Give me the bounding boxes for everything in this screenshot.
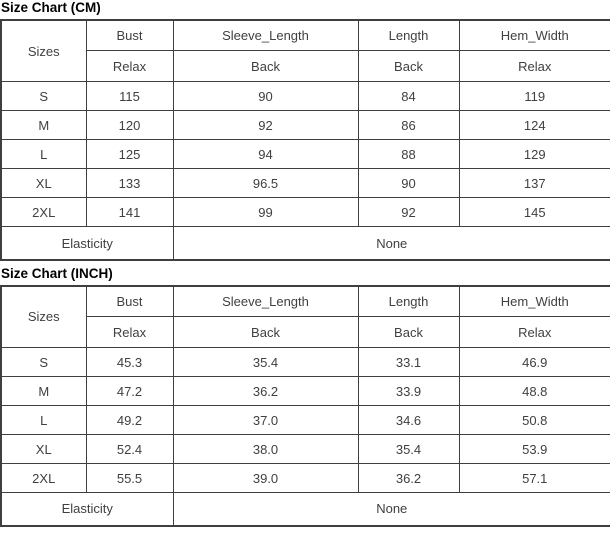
value-cell: 125 <box>85 139 174 170</box>
subheader-hem-relax: Relax <box>458 50 610 83</box>
subheader-length-back: Back <box>357 316 460 349</box>
value-cell: 47.2 <box>85 376 174 407</box>
elasticity-value-cell: None <box>172 226 610 261</box>
value-cell: 39.0 <box>172 463 359 494</box>
value-cell: 84 <box>357 81 460 112</box>
value-cell: 53.9 <box>458 434 610 465</box>
value-cell: 92 <box>172 110 359 141</box>
column-header-hem-width: Hem_Width <box>458 285 610 318</box>
value-cell: 33.1 <box>357 347 460 378</box>
size-chart-cm-section: Size Chart (CM) Sizes Bust Sleeve_Length… <box>0 0 610 261</box>
value-cell: 124 <box>458 110 610 141</box>
value-cell: 99 <box>172 197 359 228</box>
column-header-length: Length <box>357 19 460 52</box>
table-row-m: M 120 92 86 124 <box>0 110 610 141</box>
table-row-s: S 115 90 84 119 <box>0 81 610 112</box>
size-chart-cm-title: Size Chart (CM) <box>1 0 101 15</box>
header-row-main: Sizes Bust Sleeve_Length Length Hem_Widt… <box>0 285 610 349</box>
value-cell: 119 <box>458 81 610 112</box>
column-header-hem-width: Hem_Width <box>458 19 610 52</box>
footer-row: Elasticity None <box>0 226 610 261</box>
size-cell: 2XL <box>0 197 87 228</box>
value-cell: 88 <box>357 139 460 170</box>
size-cell: M <box>0 110 87 141</box>
value-cell: 94 <box>172 139 359 170</box>
value-cell: 133 <box>85 168 174 199</box>
value-cell: 38.0 <box>172 434 359 465</box>
header-row-sub: Relax Back Back Relax <box>1 50 610 83</box>
elasticity-label-cell: Elasticity <box>0 226 174 261</box>
footer-row: Elasticity None <box>0 492 610 527</box>
size-cell: 2XL <box>0 463 87 494</box>
table-row-2xl: 2XL 55.5 39.0 36.2 57.1 <box>0 463 610 494</box>
value-cell: 120 <box>85 110 174 141</box>
table-row-xl: XL 52.4 38.0 35.4 53.9 <box>0 434 610 465</box>
table-row-2xl: 2XL 141 99 92 145 <box>0 197 610 228</box>
subheader-bust-relax: Relax <box>85 50 174 83</box>
value-cell: 129 <box>458 139 610 170</box>
column-header-sleeve-length: Sleeve_Length <box>172 19 359 52</box>
sizes-corner-header: Sizes <box>0 19 87 83</box>
table-row-xl: XL 133 96.5 90 137 <box>0 168 610 199</box>
value-cell: 33.9 <box>357 376 460 407</box>
size-chart-inch-section: Size Chart (INCH) Sizes Bust Sleeve_Leng… <box>0 266 610 527</box>
size-cell: XL <box>0 434 87 465</box>
size-cell: S <box>0 347 87 378</box>
header-row-main: Sizes Bust Sleeve_Length Length Hem_Widt… <box>0 19 610 83</box>
size-chart-inch-title: Size Chart (INCH) <box>1 265 113 281</box>
table-row-s: S 45.3 35.4 33.1 46.9 <box>0 347 610 378</box>
value-cell: 90 <box>357 168 460 199</box>
size-cell: L <box>0 139 87 170</box>
value-cell: 46.9 <box>458 347 610 378</box>
value-cell: 92 <box>357 197 460 228</box>
table-row-l: L 125 94 88 129 <box>0 139 610 170</box>
value-cell: 137 <box>458 168 610 199</box>
subheader-sleeve-back: Back <box>172 50 359 83</box>
subheader-hem-relax: Relax <box>458 316 610 349</box>
size-cell: XL <box>0 168 87 199</box>
header-row-sub: Relax Back Back Relax <box>1 316 610 349</box>
value-cell: 145 <box>458 197 610 228</box>
value-cell: 49.2 <box>85 405 174 436</box>
value-cell: 37.0 <box>172 405 359 436</box>
elasticity-value-cell: None <box>172 492 610 527</box>
value-cell: 96.5 <box>172 168 359 199</box>
subheader-sleeve-back: Back <box>172 316 359 349</box>
size-cell: M <box>0 376 87 407</box>
table-row-m: M 47.2 36.2 33.9 48.8 <box>0 376 610 407</box>
value-cell: 86 <box>357 110 460 141</box>
column-header-length: Length <box>357 285 460 318</box>
value-cell: 36.2 <box>172 376 359 407</box>
column-header-sleeve-length: Sleeve_Length <box>172 285 359 318</box>
column-header-bust: Bust <box>85 19 174 52</box>
value-cell: 50.8 <box>458 405 610 436</box>
size-chart-page: Size Chart (CM) Sizes Bust Sleeve_Length… <box>0 0 610 527</box>
column-header-bust: Bust <box>85 285 174 318</box>
value-cell: 141 <box>85 197 174 228</box>
value-cell: 35.4 <box>172 347 359 378</box>
size-chart-cm-table: Sizes Bust Sleeve_Length Length Hem_Widt… <box>0 18 610 261</box>
subheader-length-back: Back <box>357 50 460 83</box>
value-cell: 35.4 <box>357 434 460 465</box>
value-cell: 34.6 <box>357 405 460 436</box>
size-cell: S <box>0 81 87 112</box>
table-row-l: L 49.2 37.0 34.6 50.8 <box>0 405 610 436</box>
value-cell: 57.1 <box>458 463 610 494</box>
value-cell: 45.3 <box>85 347 174 378</box>
value-cell: 52.4 <box>85 434 174 465</box>
value-cell: 115 <box>85 81 174 112</box>
elasticity-label-cell: Elasticity <box>0 492 174 527</box>
value-cell: 48.8 <box>458 376 610 407</box>
value-cell: 90 <box>172 81 359 112</box>
subheader-bust-relax: Relax <box>85 316 174 349</box>
value-cell: 36.2 <box>357 463 460 494</box>
size-cell: L <box>0 405 87 436</box>
sizes-corner-header: Sizes <box>0 285 87 349</box>
size-chart-inch-table: Sizes Bust Sleeve_Length Length Hem_Widt… <box>0 284 610 527</box>
value-cell: 55.5 <box>85 463 174 494</box>
